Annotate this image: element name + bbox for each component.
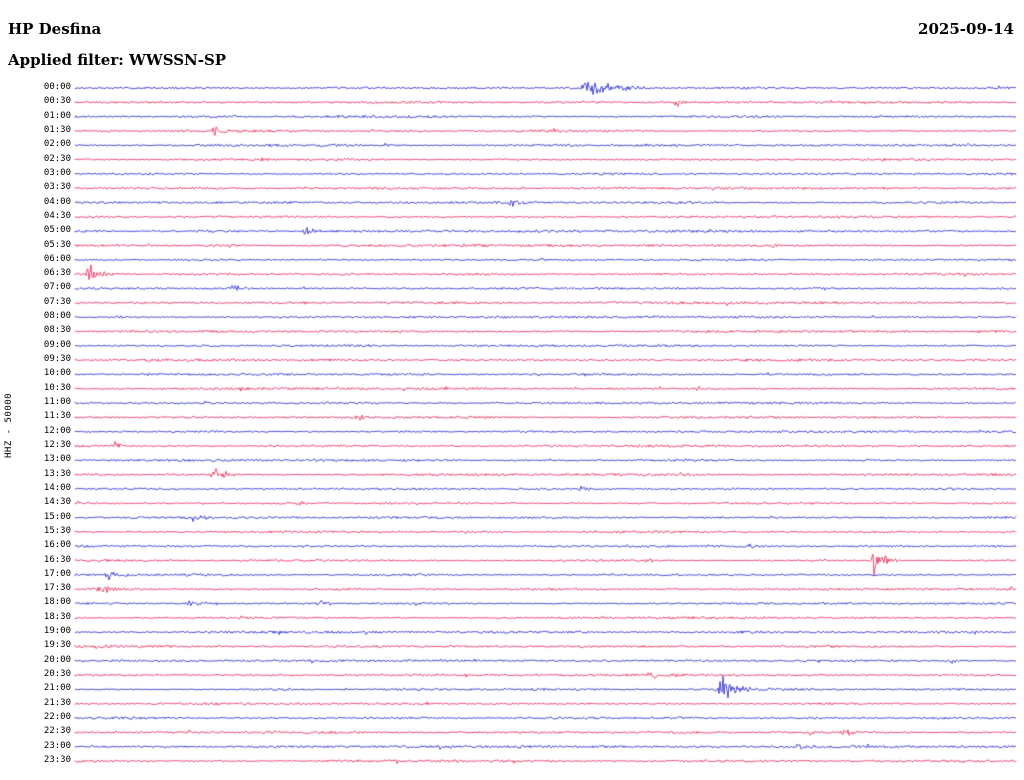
time-label: 09:00: [43, 339, 71, 350]
time-label: 04:30: [43, 210, 71, 221]
time-label: 11:00: [43, 397, 71, 408]
time-label: 03:30: [43, 182, 71, 193]
time-label: 13:00: [43, 454, 71, 465]
y-axis-label: HHZ - 50000: [4, 392, 14, 458]
time-label: 11:30: [43, 411, 71, 422]
time-label: 02:00: [43, 139, 71, 150]
time-label: 16:00: [43, 540, 71, 551]
time-label: 17:30: [43, 583, 71, 594]
time-label: 01:00: [43, 110, 71, 121]
time-label: 01:30: [43, 124, 71, 135]
time-label: 20:00: [43, 654, 71, 665]
time-label: 13:30: [43, 468, 71, 479]
time-label: 00:00: [43, 82, 71, 92]
time-label: 22:30: [43, 726, 71, 737]
time-label: 18:00: [43, 597, 71, 608]
time-label: 07:00: [43, 282, 71, 293]
time-label: 21:30: [43, 697, 71, 708]
time-label: 07:30: [43, 296, 71, 307]
time-label: 15:00: [43, 511, 71, 522]
time-label: 06:30: [43, 268, 71, 279]
time-label: 03:00: [43, 167, 71, 178]
time-label: 08:30: [43, 325, 71, 336]
time-label: 14:00: [43, 482, 71, 493]
time-label: 02:30: [43, 153, 71, 164]
time-label: 12:00: [43, 425, 71, 436]
time-label: 06:00: [43, 253, 71, 264]
time-label: 19:30: [43, 640, 71, 651]
time-label: 00:30: [43, 96, 71, 107]
time-label: 17:00: [43, 568, 71, 579]
time-label: 20:30: [43, 669, 71, 680]
time-label: 04:00: [43, 196, 71, 207]
time-label: 22:00: [43, 712, 71, 723]
time-label: 23:30: [43, 755, 71, 765]
time-label: 15:30: [43, 525, 71, 536]
time-label: 14:30: [43, 497, 71, 508]
time-label: 21:00: [43, 683, 71, 694]
time-label: 09:30: [43, 354, 71, 365]
time-label: 08:00: [43, 311, 71, 322]
time-label: 16:30: [43, 554, 71, 565]
time-label: 18:30: [43, 611, 71, 622]
time-label: 10:00: [43, 368, 71, 379]
time-label: 05:30: [43, 239, 71, 250]
time-label: 23:00: [43, 740, 71, 751]
time-label: 05:00: [43, 225, 71, 236]
time-label: 19:00: [43, 626, 71, 637]
time-label: 12:30: [43, 439, 71, 450]
time-label: 10:30: [43, 382, 71, 393]
